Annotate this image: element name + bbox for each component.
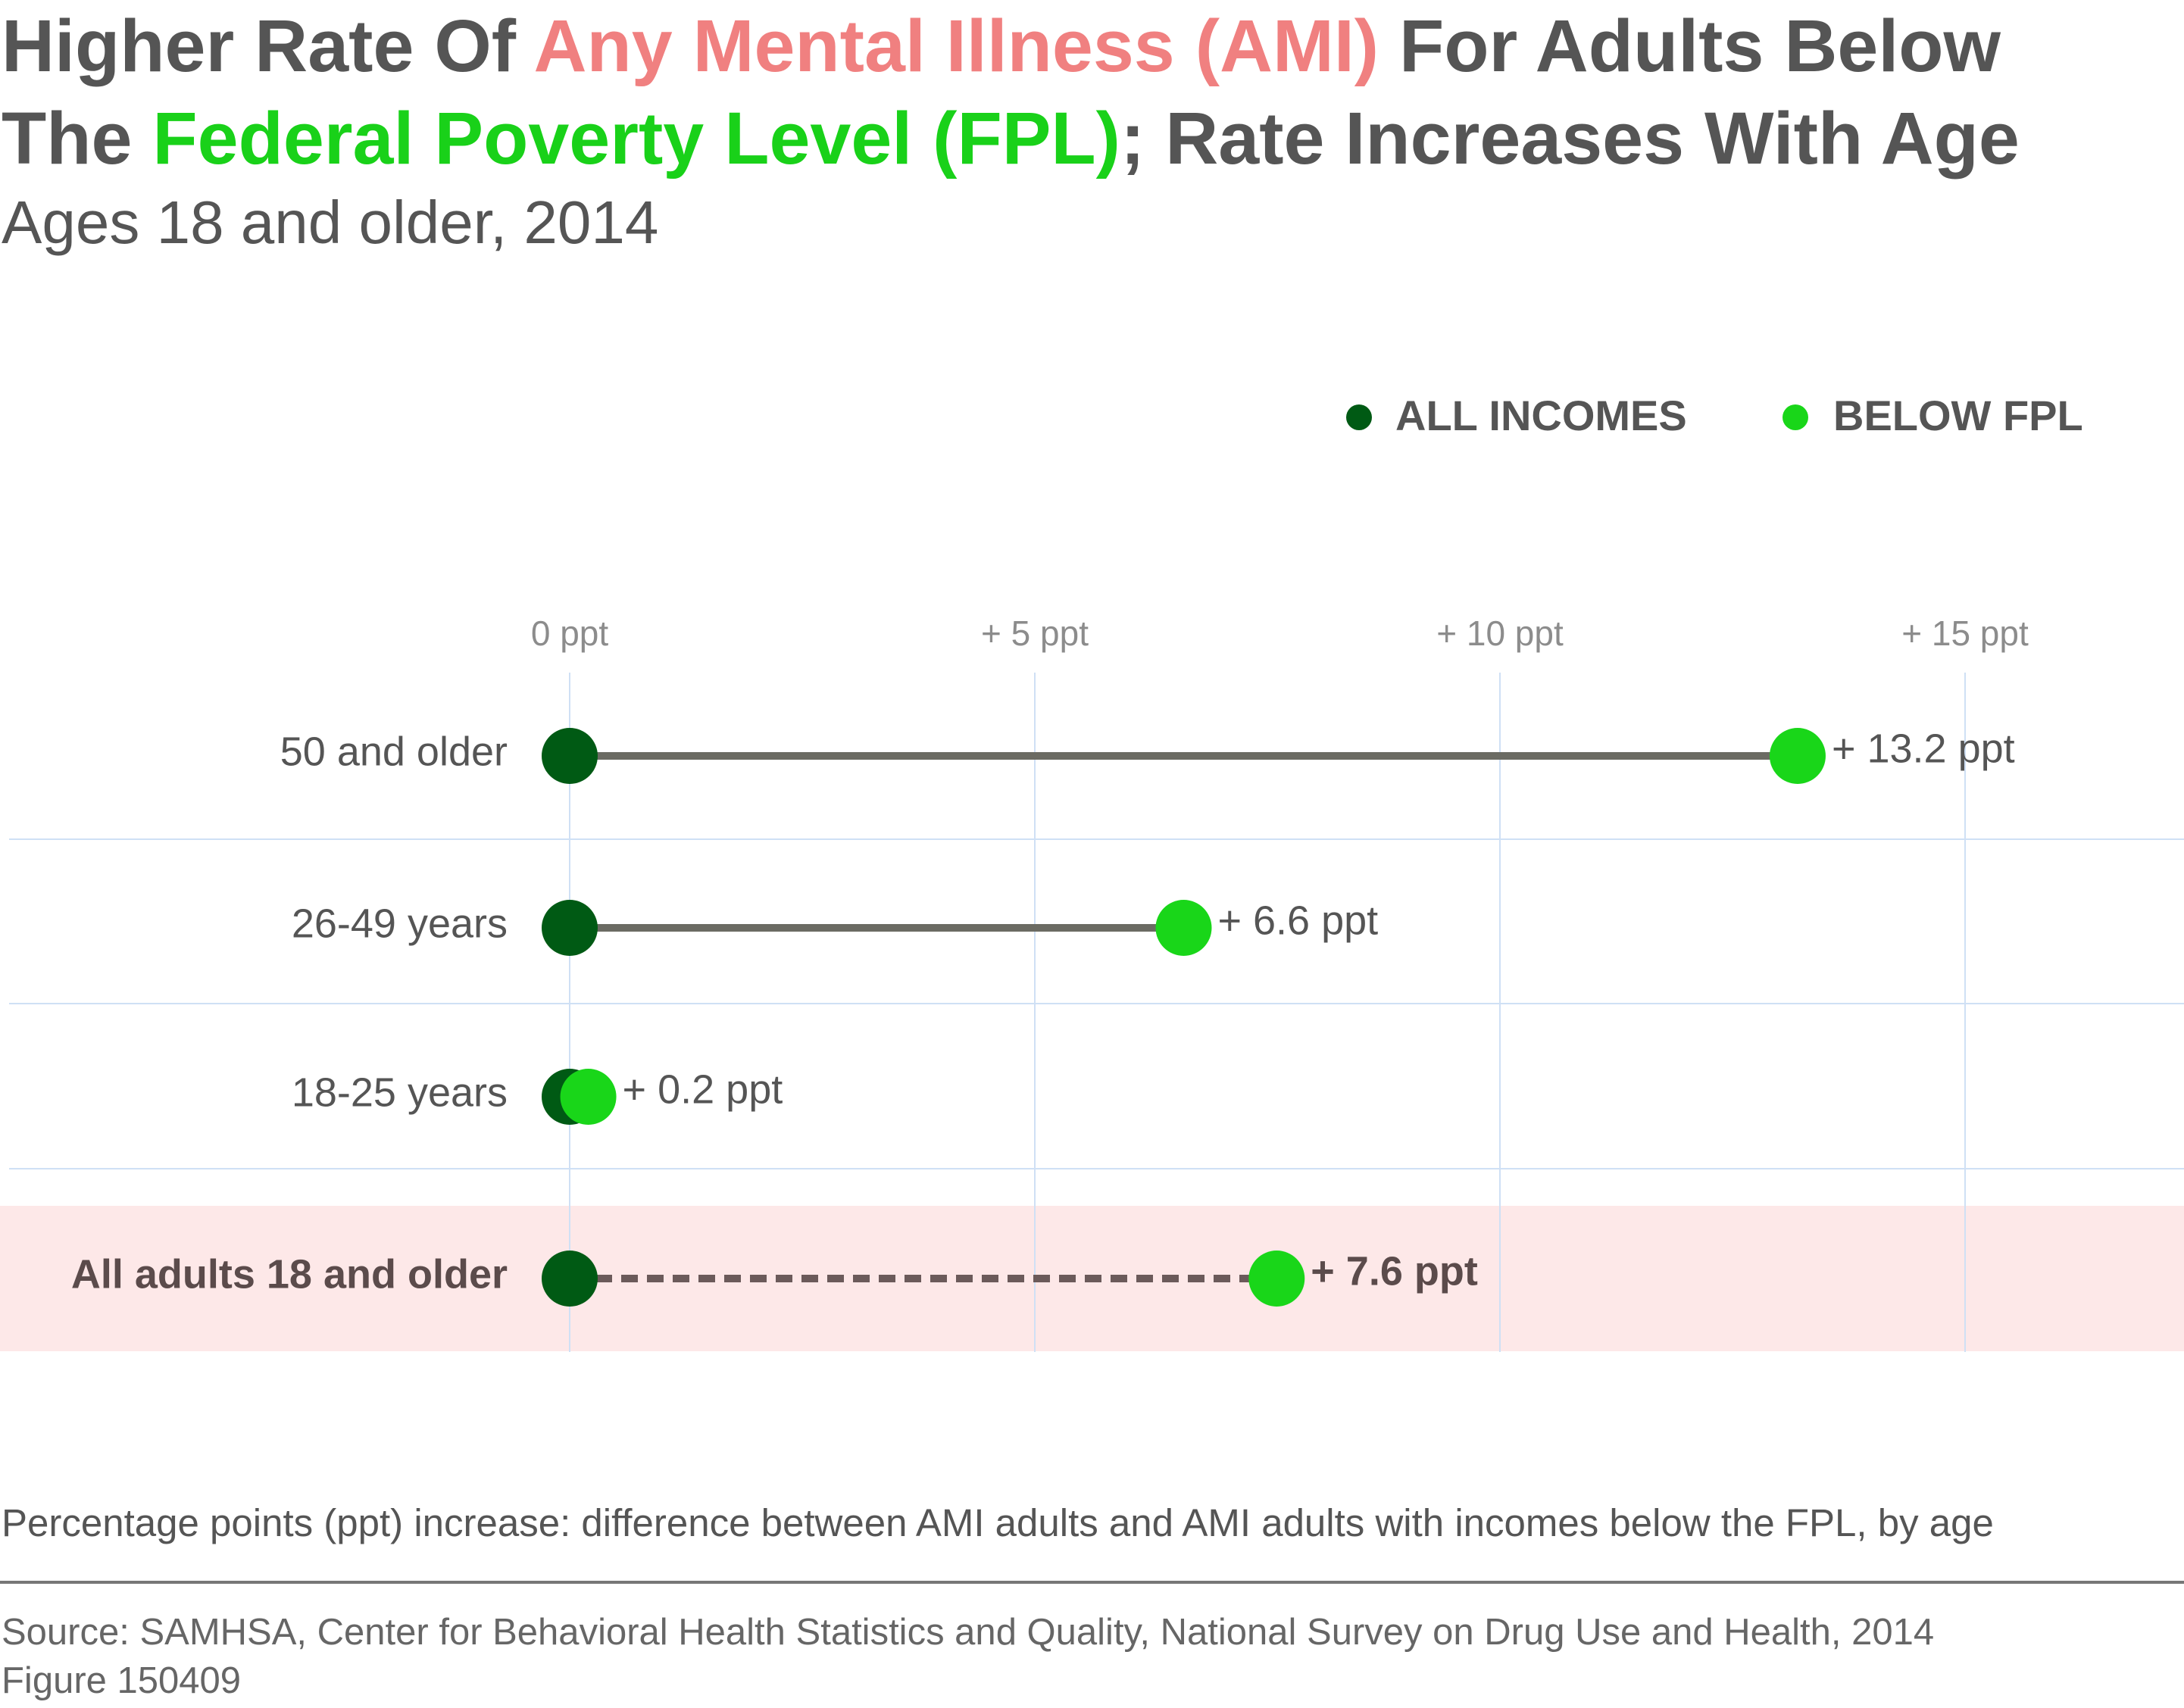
row-label: 26-49 years [292,901,508,946]
title-part-3: The [2,97,153,180]
axis-tick-layer: 0 ppt + 5 ppt + 10 ppt + 15 ppt [531,614,2029,653]
all-incomes-dot [542,728,598,784]
title-part-2: For Adults Below [1379,5,2001,87]
x-tick-label: 0 ppt [531,614,609,653]
chart-title: Higher Rate Of Any Mental Illness (AMI) … [2,0,2168,185]
below-fpl-dot [1769,728,1826,784]
rows-layer: 50 and older + 13.2 ppt 26-49 years + 6.6 p… [71,726,2015,1307]
x-tick-label: + 15 ppt [1901,614,2029,653]
row-label: All adults 18 and older [71,1251,508,1297]
title-part-4: ; Rate Increases With Age [1120,97,2020,180]
legend-label: BELOW FPL [1833,392,2083,439]
value-label: + 13.2 ppt [1832,726,2015,771]
below-fpl-dot [560,1069,617,1125]
title-highlight-ami: Any Mental Illness (AMI) [533,5,1379,87]
x-tick-label: + 10 ppt [1436,614,1564,653]
legend-swatch [1346,404,1372,430]
legend-label: ALL INCOMES [1395,392,1687,439]
below-fpl-dot [1155,900,1212,956]
value-label: + 0.2 ppt [623,1066,783,1112]
source-block: Source: SAMHSA, Center for Behavioral He… [2,1608,1934,1705]
row-label: 18-25 years [292,1069,508,1115]
divider-rule [0,1581,2184,1584]
dot-range-chart: 0 ppt + 5 ppt + 10 ppt + 15 ppt 50 and olde… [0,392,2184,1352]
all-incomes-dot [542,1251,598,1307]
chart-note: Percentage points (ppt) increase: differ… [2,1501,1994,1544]
below-fpl-dot [1248,1251,1305,1307]
legend-swatch [1783,404,1808,430]
value-label: + 6.6 ppt [1217,898,1378,943]
title-part-1: Higher Rate Of [2,5,534,87]
chart-subtitle: Ages 18 and older, 2014 [2,189,659,256]
row-label: 50 and older [280,729,508,774]
title-highlight-fpl: Federal Poverty Level (FPL) [152,97,1120,180]
figure-number: Figure 150409 [2,1660,242,1701]
x-tick-label: + 5 ppt [981,614,1089,653]
all-incomes-dot [542,900,598,956]
source-line: Source: SAMHSA, Center for Behavioral He… [2,1612,1935,1653]
grid-layer [9,673,2184,1352]
value-label: + 7.6 ppt [1311,1248,1478,1294]
legend: ALL INCOMES BELOW FPL [1346,392,2083,439]
